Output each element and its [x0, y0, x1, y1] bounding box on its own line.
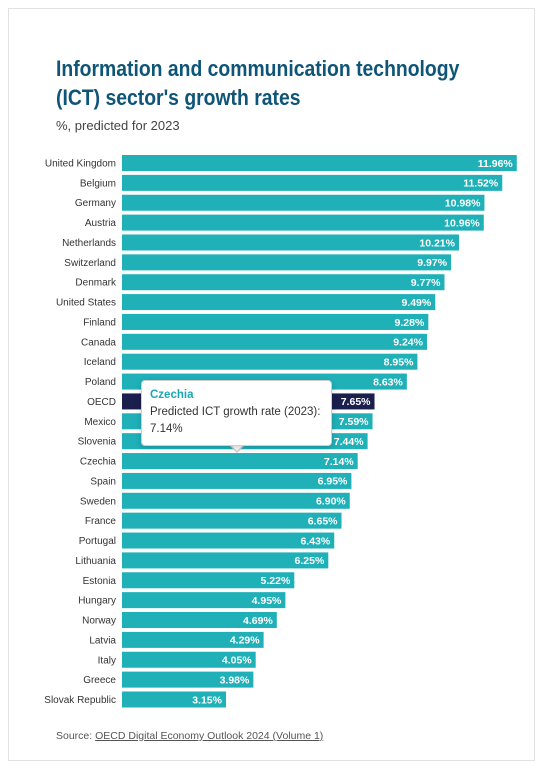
- bar-norway[interactable]: [122, 612, 277, 629]
- category-label-oecd: OECD: [87, 397, 116, 408]
- value-label-switzerland: 9.97%: [417, 257, 447, 269]
- category-label-hungary: Hungary: [78, 596, 116, 607]
- category-label-norway: Norway: [82, 616, 116, 627]
- value-label-united-states: 9.49%: [401, 297, 431, 309]
- category-label-canada: Canada: [81, 337, 116, 348]
- value-label-belgium: 11.52%: [463, 178, 499, 190]
- tooltip-country: Czechia: [150, 389, 194, 401]
- bar-switzerland[interactable]: [122, 254, 452, 271]
- category-label-austria: Austria: [85, 218, 117, 229]
- bar-italy[interactable]: [122, 651, 256, 668]
- value-label-spain: 6.95%: [318, 476, 348, 488]
- category-label-france: France: [85, 516, 117, 527]
- category-label-lithuania: Lithuania: [75, 556, 116, 567]
- bar-france[interactable]: [122, 512, 342, 529]
- category-label-czechia: Czechia: [80, 457, 117, 468]
- tooltip-pointer-fill: [230, 444, 244, 451]
- value-label-oecd: 7.65%: [341, 396, 371, 408]
- category-label-netherlands: Netherlands: [62, 238, 116, 249]
- category-label-estonia: Estonia: [83, 576, 117, 587]
- value-label-latvia: 4.29%: [230, 635, 260, 647]
- category-label-latvia: Latvia: [89, 635, 116, 646]
- chart-subtitle: %, predicted for 2023: [56, 118, 180, 133]
- value-label-estonia: 5.22%: [261, 575, 291, 587]
- bar-austria[interactable]: [122, 214, 484, 231]
- value-label-poland: 8.63%: [373, 376, 403, 388]
- category-label-switzerland: Switzerland: [64, 258, 116, 269]
- value-label-canada: 9.24%: [393, 337, 423, 349]
- category-label-slovenia: Slovenia: [78, 437, 117, 448]
- value-label-norway: 4.69%: [243, 615, 273, 627]
- value-label-united-kingdom: 11.96%: [478, 158, 514, 170]
- source-prefix: Source:: [56, 730, 96, 742]
- value-label-netherlands: 10.21%: [419, 237, 455, 249]
- bar-sweden[interactable]: [122, 492, 350, 509]
- category-label-iceland: Iceland: [84, 357, 116, 368]
- category-label-portugal: Portugal: [79, 536, 116, 547]
- bar-belgium[interactable]: [122, 174, 503, 191]
- bar-united-states[interactable]: [122, 294, 436, 311]
- bar-estonia[interactable]: [122, 572, 295, 589]
- value-label-germany: 10.98%: [445, 198, 481, 210]
- bar-spain[interactable]: [122, 472, 352, 489]
- bar-germany[interactable]: [122, 194, 485, 211]
- value-label-denmark: 9.77%: [411, 277, 441, 289]
- value-label-czechia: 7.14%: [324, 456, 354, 468]
- value-label-portugal: 6.43%: [300, 535, 330, 547]
- value-label-hungary: 4.95%: [252, 595, 282, 607]
- tooltip-value: 7.14%: [150, 423, 183, 435]
- value-label-iceland: 8.95%: [384, 357, 414, 369]
- bar-slovak-republic[interactable]: [122, 691, 226, 708]
- value-label-lithuania: 6.25%: [295, 555, 325, 567]
- tooltip: Czechia Predicted ICT growth rate (2023)…: [141, 380, 332, 446]
- bar-finland[interactable]: [122, 313, 429, 330]
- category-label-mexico: Mexico: [84, 417, 116, 428]
- category-label-slovak-republic: Slovak Republic: [44, 695, 116, 706]
- value-label-mexico: 7.59%: [339, 416, 369, 428]
- bar-united-kingdom[interactable]: [122, 155, 517, 171]
- bar-czechia[interactable]: [122, 453, 358, 470]
- category-label-germany: Germany: [75, 198, 116, 209]
- bar-iceland[interactable]: [122, 353, 418, 370]
- category-label-spain: Spain: [90, 476, 116, 487]
- value-label-france: 6.65%: [308, 515, 338, 527]
- bar-hungary[interactable]: [122, 592, 286, 609]
- category-label-united-states: United States: [56, 298, 116, 309]
- chart-title: Information and communication technology…: [56, 56, 460, 110]
- category-label-greece: Greece: [83, 675, 116, 686]
- value-label-italy: 4.05%: [222, 655, 252, 667]
- category-label-united-kingdom: United Kingdom: [45, 159, 116, 170]
- tooltip-label: Predicted ICT growth rate (2023):: [150, 406, 321, 418]
- value-label-slovak-republic: 3.15%: [192, 694, 222, 706]
- value-label-greece: 3.98%: [220, 674, 250, 686]
- source-note: Source: OECD Digital Economy Outlook 202…: [56, 730, 323, 742]
- category-label-denmark: Denmark: [75, 278, 117, 289]
- value-label-austria: 10.96%: [444, 217, 480, 229]
- bar-latvia[interactable]: [122, 631, 264, 648]
- bar-portugal[interactable]: [122, 532, 335, 549]
- category-label-poland: Poland: [85, 377, 116, 388]
- bar-greece[interactable]: [122, 671, 254, 688]
- category-label-belgium: Belgium: [80, 178, 116, 189]
- source-link[interactable]: OECD Digital Economy Outlook 2024 (Volum…: [95, 730, 324, 742]
- category-label-italy: Italy: [98, 655, 116, 666]
- category-label-sweden: Sweden: [80, 496, 116, 507]
- category-label-finland: Finland: [83, 317, 116, 328]
- value-label-slovenia: 7.44%: [334, 436, 364, 448]
- bar-denmark[interactable]: [122, 274, 445, 291]
- bar-lithuania[interactable]: [122, 552, 329, 569]
- value-label-finland: 9.28%: [395, 317, 425, 329]
- bar-canada[interactable]: [122, 333, 427, 350]
- bar-netherlands[interactable]: [122, 234, 460, 251]
- value-label-sweden: 6.90%: [316, 496, 346, 508]
